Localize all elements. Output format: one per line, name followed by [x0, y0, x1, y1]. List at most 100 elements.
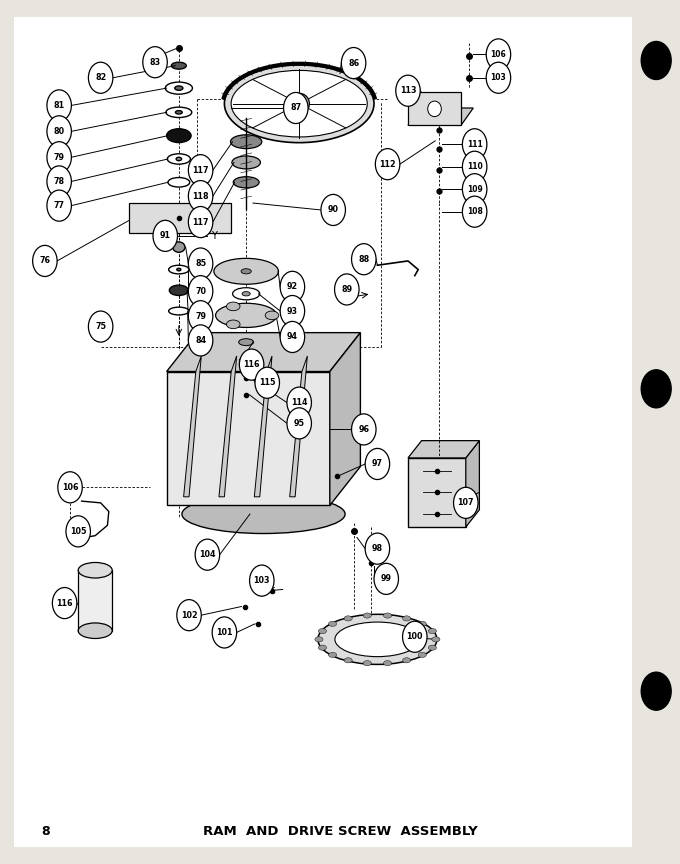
Ellipse shape [169, 265, 189, 274]
Text: 88: 88 [358, 255, 369, 264]
Text: 112: 112 [379, 160, 396, 168]
Ellipse shape [315, 637, 323, 642]
Text: 98: 98 [372, 544, 383, 553]
Ellipse shape [384, 613, 392, 618]
Polygon shape [167, 333, 360, 372]
Ellipse shape [176, 157, 182, 161]
Ellipse shape [403, 616, 411, 621]
Polygon shape [219, 356, 237, 497]
Polygon shape [408, 92, 461, 125]
Text: 89: 89 [341, 285, 352, 294]
Circle shape [374, 563, 398, 594]
Text: Y: Y [211, 231, 217, 241]
Ellipse shape [231, 71, 367, 137]
Text: 114: 114 [291, 398, 307, 407]
Polygon shape [254, 356, 272, 497]
Text: 77: 77 [54, 201, 65, 210]
Ellipse shape [177, 269, 181, 271]
Polygon shape [466, 441, 479, 527]
Ellipse shape [428, 645, 437, 651]
Text: 95: 95 [294, 419, 305, 428]
Text: 84: 84 [195, 336, 206, 345]
Ellipse shape [78, 562, 112, 578]
Circle shape [403, 621, 427, 652]
Ellipse shape [241, 269, 252, 274]
Ellipse shape [175, 111, 182, 114]
Circle shape [365, 448, 390, 480]
Ellipse shape [239, 339, 254, 346]
Polygon shape [78, 570, 112, 631]
Text: 101: 101 [216, 628, 233, 637]
Ellipse shape [318, 645, 326, 651]
Text: 118: 118 [192, 192, 209, 200]
Ellipse shape [166, 107, 192, 118]
Circle shape [462, 151, 487, 182]
Text: 78: 78 [54, 177, 65, 186]
Ellipse shape [344, 658, 352, 663]
Circle shape [250, 565, 274, 596]
Text: 83: 83 [150, 58, 160, 67]
Ellipse shape [175, 86, 183, 90]
Circle shape [33, 245, 57, 276]
Ellipse shape [233, 288, 260, 300]
Circle shape [352, 414, 376, 445]
Ellipse shape [182, 494, 345, 534]
Ellipse shape [226, 302, 240, 311]
Ellipse shape [167, 129, 191, 143]
Ellipse shape [169, 285, 188, 295]
Ellipse shape [78, 623, 112, 638]
Ellipse shape [428, 101, 441, 117]
Text: 79: 79 [54, 153, 65, 162]
Polygon shape [330, 333, 360, 505]
Circle shape [280, 295, 305, 327]
Circle shape [341, 48, 366, 79]
Text: 86: 86 [348, 59, 359, 67]
Ellipse shape [432, 637, 440, 642]
Circle shape [255, 367, 279, 398]
Circle shape [239, 349, 264, 380]
Circle shape [462, 196, 487, 227]
Polygon shape [184, 356, 201, 497]
Text: 97: 97 [372, 460, 383, 468]
Ellipse shape [226, 320, 240, 328]
Ellipse shape [363, 661, 371, 666]
Text: 117: 117 [192, 166, 209, 175]
Circle shape [58, 472, 82, 503]
Circle shape [462, 174, 487, 205]
Circle shape [335, 274, 359, 305]
Circle shape [486, 39, 511, 70]
Text: 92: 92 [287, 283, 298, 291]
Text: 94: 94 [287, 333, 298, 341]
Circle shape [321, 194, 345, 226]
Circle shape [47, 190, 71, 221]
Polygon shape [408, 108, 473, 125]
Text: 85: 85 [195, 259, 206, 268]
Ellipse shape [418, 621, 426, 626]
Circle shape [280, 271, 305, 302]
Polygon shape [290, 356, 307, 497]
Ellipse shape [169, 307, 189, 315]
Ellipse shape [328, 621, 337, 626]
Circle shape [188, 276, 213, 307]
Circle shape [287, 408, 311, 439]
Ellipse shape [318, 628, 326, 633]
Circle shape [47, 142, 71, 173]
Text: 87: 87 [290, 104, 301, 112]
Circle shape [454, 487, 478, 518]
Ellipse shape [318, 614, 437, 664]
Text: 80: 80 [54, 127, 65, 136]
Circle shape [287, 387, 311, 418]
Ellipse shape [335, 622, 420, 657]
Ellipse shape [428, 628, 437, 633]
Text: 82: 82 [95, 73, 106, 82]
Circle shape [195, 539, 220, 570]
Circle shape [47, 166, 71, 197]
Circle shape [188, 248, 213, 279]
Ellipse shape [171, 62, 186, 69]
Circle shape [47, 90, 71, 121]
Ellipse shape [168, 178, 190, 187]
Circle shape [188, 155, 213, 186]
Circle shape [641, 41, 671, 79]
Text: RAM  AND  DRIVE SCREW  ASSEMBLY: RAM AND DRIVE SCREW ASSEMBLY [203, 824, 477, 838]
Circle shape [177, 600, 201, 631]
